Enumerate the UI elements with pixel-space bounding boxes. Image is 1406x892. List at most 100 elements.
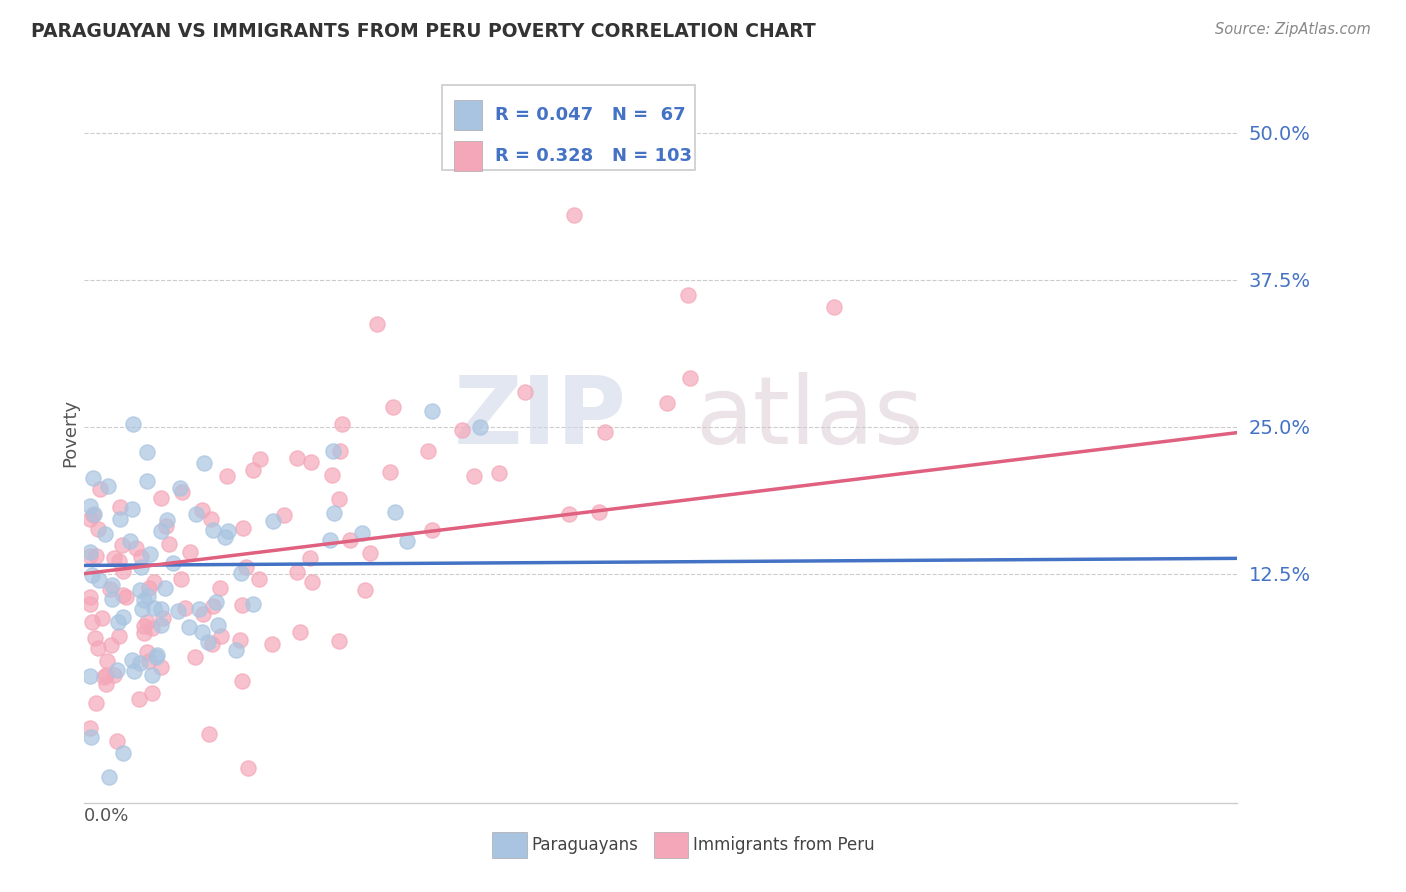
Point [121, 417, 143, 431]
Point [132, 626, 155, 640]
Point [93, 670, 115, 684]
Point [103, 550, 125, 565]
Point [131, 549, 153, 564]
Point [94, 676, 117, 690]
Point [262, 637, 284, 651]
Point [332, 417, 354, 431]
Point [100, 638, 122, 652]
Point [301, 575, 323, 590]
FancyBboxPatch shape [454, 141, 482, 170]
Point [299, 455, 322, 469]
Point [236, 761, 259, 775]
Point [558, 507, 581, 521]
Point [179, 545, 201, 559]
Point [420, 404, 443, 418]
Text: Paraguayans: Paraguayans [531, 836, 638, 854]
Point [290, 625, 312, 640]
Point [136, 474, 159, 488]
Point [198, 727, 221, 741]
Point [150, 602, 173, 616]
Point [162, 557, 184, 571]
Point [96, 667, 118, 681]
Point [396, 534, 419, 549]
Point [231, 566, 253, 580]
Point [225, 643, 247, 657]
Point [197, 634, 219, 648]
Point [136, 645, 159, 659]
Point [101, 577, 124, 591]
Point [82, 615, 104, 629]
Point [121, 502, 143, 516]
Point [84, 549, 107, 564]
Point [262, 514, 284, 528]
Point [322, 444, 344, 458]
Point [200, 512, 222, 526]
Point [135, 445, 157, 459]
Point [128, 691, 150, 706]
Point [201, 637, 224, 651]
Point [83, 631, 105, 645]
Point [209, 629, 232, 643]
Point [150, 524, 173, 539]
Point [249, 452, 271, 467]
Point [128, 656, 150, 670]
Point [172, 485, 194, 500]
Point [207, 617, 229, 632]
Point [273, 508, 295, 523]
Point [108, 629, 131, 643]
Point [322, 506, 344, 520]
Point [134, 592, 156, 607]
Point [138, 581, 160, 595]
Point [82, 471, 104, 485]
Point [112, 746, 135, 760]
Point [131, 559, 153, 574]
Point [328, 634, 350, 648]
Point [191, 607, 214, 621]
Point [202, 599, 225, 613]
Text: ZIP: ZIP [453, 372, 626, 464]
Point [139, 547, 162, 561]
Point [111, 610, 134, 624]
Point [111, 588, 134, 602]
Point [319, 533, 342, 548]
Point [184, 507, 207, 521]
Point [823, 300, 845, 314]
Point [242, 463, 264, 477]
Point [678, 288, 700, 302]
Text: Immigrants from Peru: Immigrants from Peru [693, 836, 875, 854]
Point [79, 549, 101, 563]
Point [321, 468, 343, 483]
Point [97, 479, 120, 493]
Point [98, 582, 121, 597]
Point [173, 601, 195, 615]
Point [79, 545, 101, 559]
Point [111, 564, 134, 578]
Point [86, 523, 108, 537]
Point [82, 508, 104, 522]
Point [105, 663, 128, 677]
Point [470, 420, 492, 434]
Point [108, 512, 131, 526]
Point [79, 669, 101, 683]
Point [217, 524, 239, 538]
Point [100, 592, 122, 607]
Point [122, 664, 145, 678]
Point [136, 615, 159, 629]
Point [84, 696, 107, 710]
Point [98, 770, 121, 784]
Point [155, 519, 177, 533]
FancyBboxPatch shape [492, 832, 527, 857]
Point [91, 611, 114, 625]
Point [138, 654, 160, 668]
Text: R = 0.047   N =  67: R = 0.047 N = 67 [495, 106, 685, 124]
Point [329, 444, 352, 458]
Point [193, 456, 215, 470]
Point [564, 208, 586, 222]
Point [108, 554, 131, 568]
Point [129, 582, 152, 597]
Point [159, 537, 181, 551]
Point [103, 667, 125, 681]
FancyBboxPatch shape [654, 832, 689, 857]
Point [170, 572, 193, 586]
Point [87, 640, 110, 655]
